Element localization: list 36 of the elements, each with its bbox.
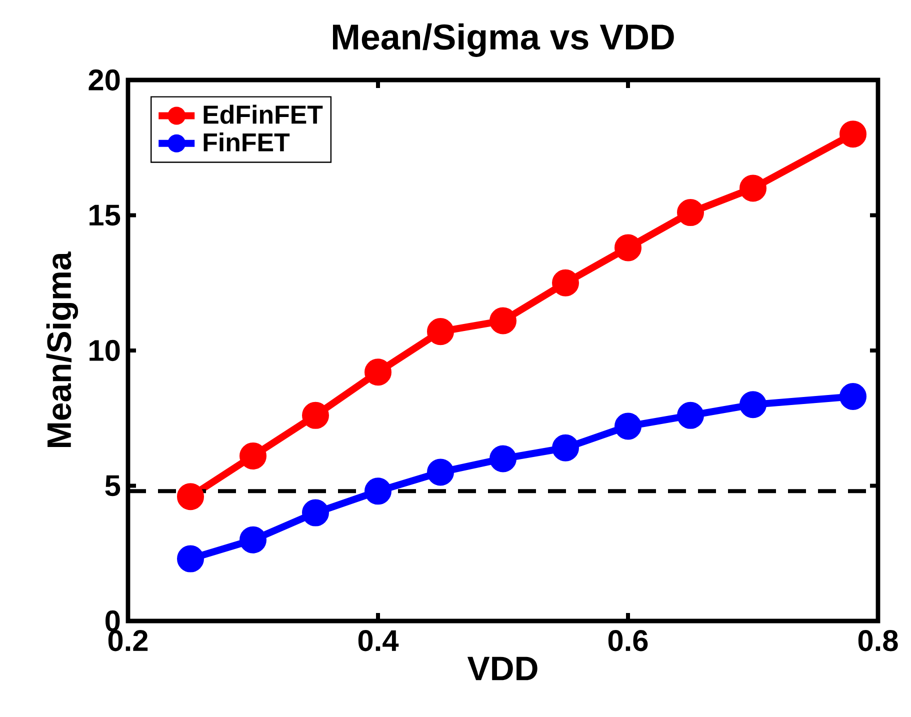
y-tick-label: 0 (106, 610, 120, 632)
point (177, 483, 204, 510)
point (740, 391, 766, 418)
y-axis-title: Mean/Sigma (46, 251, 78, 448)
y-tick-label: 10 (90, 340, 120, 362)
x-axis-title: VDD (467, 656, 538, 680)
point (240, 442, 266, 470)
point (364, 358, 392, 386)
point (490, 307, 516, 334)
point (614, 234, 642, 262)
point (552, 434, 579, 462)
point (677, 402, 704, 429)
legend-label: EdFinFET (204, 104, 323, 124)
y-tick-label: 5 (105, 475, 120, 496)
y-tick-label: 15 (90, 204, 120, 226)
point (177, 545, 204, 572)
y-tick-label: 20 (88, 69, 120, 91)
point (302, 402, 329, 429)
point (364, 478, 392, 505)
point (427, 318, 454, 346)
point (840, 382, 866, 410)
chart-title: Mean/Sigma vs VDD (332, 23, 674, 57)
point (840, 120, 866, 148)
x-tick-label: 0.8 (858, 630, 898, 652)
x-tick-label: 0.4 (358, 630, 399, 652)
point (614, 412, 642, 440)
x-tick-label: 0.2 (108, 630, 148, 652)
point (302, 499, 329, 526)
point (490, 445, 516, 472)
point (552, 269, 579, 296)
x-tick-label: 0.6 (608, 630, 648, 652)
legend-label: FinFET (204, 132, 290, 152)
point (740, 174, 766, 202)
point (427, 458, 454, 486)
point (677, 199, 704, 226)
point (240, 526, 266, 554)
